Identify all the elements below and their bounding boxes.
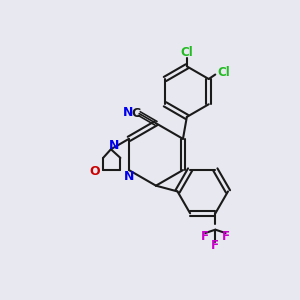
Text: Cl: Cl [217,66,230,79]
Text: F: F [201,230,209,243]
Text: N: N [109,139,120,152]
Text: N: N [124,170,134,183]
Text: F: F [212,239,219,252]
Text: C: C [132,107,141,120]
Text: O: O [89,165,100,178]
Text: F: F [221,230,230,243]
Text: Cl: Cl [181,46,193,59]
Text: N: N [123,106,133,118]
